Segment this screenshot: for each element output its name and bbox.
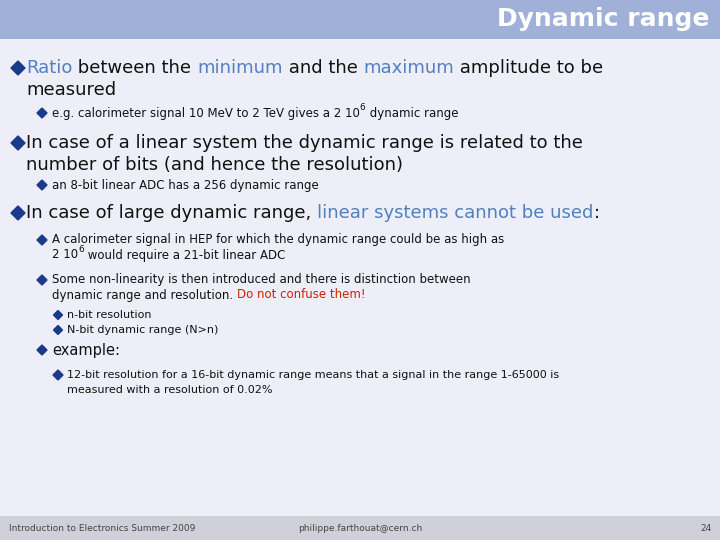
Text: e.g. calorimeter signal 10 MeV to 2 TeV gives a 2 10: e.g. calorimeter signal 10 MeV to 2 TeV …	[52, 106, 360, 119]
Text: amplitude to be: amplitude to be	[454, 59, 603, 77]
Text: between the: between the	[73, 59, 197, 77]
Text: measured with a resolution of 0.02%: measured with a resolution of 0.02%	[67, 385, 272, 395]
Text: :: :	[593, 204, 600, 222]
Text: Introduction to Electronics Summer 2009: Introduction to Electronics Summer 2009	[9, 524, 195, 532]
Text: an 8-bit linear ADC has a 256 dynamic range: an 8-bit linear ADC has a 256 dynamic ra…	[52, 179, 319, 192]
Text: N-bit dynamic range (N>n): N-bit dynamic range (N>n)	[67, 325, 218, 335]
Text: number of bits (and hence the resolution): number of bits (and hence the resolution…	[26, 156, 403, 174]
Text: 6: 6	[360, 103, 366, 111]
Text: maximum: maximum	[364, 59, 454, 77]
Text: example:: example:	[52, 342, 120, 357]
Text: philippe.farthouat@cern.ch: philippe.farthouat@cern.ch	[298, 524, 422, 532]
Text: linear systems cannot be used: linear systems cannot be used	[317, 204, 593, 222]
Text: and the: and the	[283, 59, 364, 77]
Text: Some non-linearity is then introduced and there is distinction between: Some non-linearity is then introduced an…	[52, 273, 471, 287]
Text: n-bit resolution: n-bit resolution	[67, 310, 151, 320]
Text: dynamic range and resolution.: dynamic range and resolution.	[52, 288, 237, 301]
Text: 12-bit resolution for a 16-bit dynamic range means that a signal in the range 1-: 12-bit resolution for a 16-bit dynamic r…	[67, 370, 559, 380]
Text: In case of a linear system the dynamic range is related to the: In case of a linear system the dynamic r…	[26, 134, 583, 152]
Text: Ratio: Ratio	[26, 59, 73, 77]
Text: 6: 6	[78, 245, 84, 253]
Text: 2 10: 2 10	[52, 248, 78, 261]
Text: measured: measured	[26, 81, 116, 99]
Text: In case of large dynamic range,: In case of large dynamic range,	[26, 204, 317, 222]
Text: minimum: minimum	[197, 59, 283, 77]
Text: A calorimeter signal in HEP for which the dynamic range could be as high as: A calorimeter signal in HEP for which th…	[52, 233, 504, 246]
Text: dynamic range: dynamic range	[366, 106, 458, 119]
Text: would require a 21-bit linear ADC: would require a 21-bit linear ADC	[84, 248, 285, 261]
Text: Do not confuse them!: Do not confuse them!	[237, 288, 365, 301]
Text: Dynamic range: Dynamic range	[497, 8, 709, 31]
Text: 24: 24	[700, 524, 711, 532]
